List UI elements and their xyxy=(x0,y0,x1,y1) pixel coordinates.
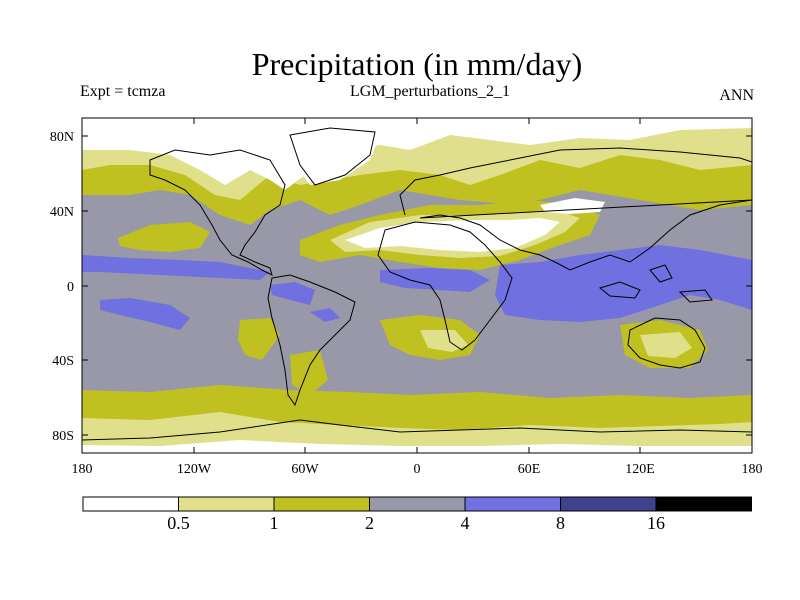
colorbar-box xyxy=(655,496,752,512)
contour-south-low xyxy=(82,440,752,453)
coastline-indonesia xyxy=(598,264,713,303)
lon-tick-label: 60W xyxy=(291,462,319,477)
lat-tick-label: 40S xyxy=(52,354,74,369)
period-label: ANN xyxy=(719,87,754,104)
contour-australia-05-1 xyxy=(640,332,692,358)
coastline-africa xyxy=(377,221,513,351)
contour-centralasia-low xyxy=(540,198,605,214)
colorbar-label: 2 xyxy=(365,513,374,533)
colorbar-label: 8 xyxy=(556,513,565,533)
lat-tick-label: 80N xyxy=(50,130,74,145)
colorbar-label: 0.5 xyxy=(167,513,190,533)
contour-spcz-4-8 xyxy=(100,298,190,330)
lat-ticks xyxy=(82,135,752,436)
contour-npacific-1-2 xyxy=(118,222,210,252)
contour-tropical-pacific-4-8 xyxy=(82,255,270,280)
colorbar: 0.5 1 2 4 8 16 xyxy=(82,496,752,533)
lon-tick-label: 120E xyxy=(625,462,655,477)
lon-tick-label: 120W xyxy=(177,462,212,477)
coastline-south-america xyxy=(267,274,356,407)
colorbar-label: 4 xyxy=(461,513,470,533)
contour-s-pacific-1-2 xyxy=(238,318,280,360)
experiment-label: Expt = tcmza xyxy=(80,83,166,100)
lon-ticks xyxy=(81,118,641,453)
colorbar-box xyxy=(178,496,275,512)
coastline-north-america xyxy=(149,149,286,276)
coastline-antarctica xyxy=(82,419,752,441)
contour-field xyxy=(82,118,752,453)
lon-tick-label: 180 xyxy=(72,462,93,477)
contour-greenland-low xyxy=(290,125,380,185)
coastline-australia xyxy=(627,317,706,369)
contour-patagonia-1-2 xyxy=(290,350,328,395)
colorbar-label: 1 xyxy=(270,513,279,533)
coastline-greenland xyxy=(289,127,376,186)
colorbar-label: 16 xyxy=(647,513,665,533)
lon-tick-label: 180 xyxy=(742,462,763,477)
coastline-eurasia xyxy=(399,147,752,271)
contour-south-america-4-8 xyxy=(270,282,315,305)
coastlines xyxy=(82,127,752,441)
colorbar-box xyxy=(464,496,561,512)
contour-atlantic-4-8 xyxy=(380,268,490,292)
colorbar-box xyxy=(369,496,466,512)
lat-tick-label: 0 xyxy=(67,280,74,295)
colorbar-box xyxy=(82,496,179,512)
map-title: Precipitation (in mm/day) xyxy=(251,46,583,82)
lon-tick-label: 0 xyxy=(414,462,421,477)
lat-tick-label: 80S xyxy=(52,429,74,444)
contour-north-low xyxy=(82,118,752,190)
contour-s-atlantic-4-8 xyxy=(310,308,340,322)
lon-tick-label: 60E xyxy=(518,462,541,477)
run-name-label: LGM_perturbations_2_1 xyxy=(350,83,510,100)
colorbar-box xyxy=(560,496,657,512)
colorbar-box xyxy=(273,496,370,512)
lat-tick-label: 40N xyxy=(50,205,74,220)
